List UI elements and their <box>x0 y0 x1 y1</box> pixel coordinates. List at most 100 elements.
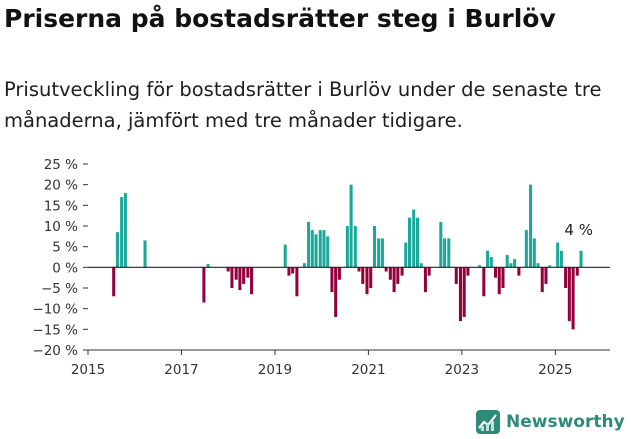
bar <box>447 238 451 268</box>
bar <box>120 197 124 268</box>
bar <box>400 267 404 276</box>
bar <box>283 244 287 268</box>
bar <box>536 263 540 268</box>
bar <box>345 226 349 268</box>
bar <box>443 238 447 268</box>
bar <box>462 267 466 317</box>
y-tick-label: 0 % <box>52 260 78 276</box>
bar <box>404 242 408 268</box>
x-tick-label: 2021 <box>351 362 385 378</box>
brand-name: Newsworthy <box>506 412 625 432</box>
bar <box>427 267 431 276</box>
y-tick-label: −5 % <box>41 281 78 297</box>
bar <box>115 232 119 268</box>
bar <box>377 238 381 268</box>
bar <box>439 221 443 268</box>
bar <box>353 226 357 268</box>
y-tick-label: 10 % <box>44 219 78 235</box>
bar <box>337 267 341 280</box>
newsworthy-logo-icon <box>476 410 500 434</box>
bar <box>287 267 291 276</box>
bar <box>529 184 533 268</box>
bar <box>326 236 330 268</box>
bar <box>143 240 147 268</box>
brand-footer: Newsworthy <box>476 406 625 438</box>
bar <box>412 209 416 268</box>
bar <box>242 267 246 284</box>
bar <box>482 267 486 297</box>
bar <box>334 267 338 317</box>
bar <box>567 267 571 322</box>
bar <box>497 267 501 295</box>
bar <box>310 230 314 268</box>
y-tick-label: −15 % <box>32 322 78 338</box>
bar <box>478 265 482 268</box>
bar <box>123 192 127 268</box>
bar <box>544 267 548 284</box>
bar <box>365 267 369 295</box>
bar <box>206 264 210 268</box>
bar <box>513 259 517 268</box>
bar <box>226 267 230 272</box>
bar <box>419 263 423 268</box>
bar <box>112 267 116 297</box>
bar <box>509 263 513 268</box>
bar <box>392 267 396 293</box>
bar <box>575 267 579 276</box>
bar <box>230 267 234 288</box>
bar <box>532 238 536 268</box>
bar <box>505 254 509 268</box>
bar <box>458 267 462 322</box>
bar <box>517 267 521 276</box>
bar <box>540 267 544 293</box>
bar <box>202 267 206 303</box>
bar <box>246 267 250 278</box>
bar <box>322 230 326 268</box>
y-tick-label: 15 % <box>44 198 78 214</box>
bar <box>501 267 505 288</box>
y-tick-label: −20 % <box>32 343 78 359</box>
bar <box>361 267 365 284</box>
bar <box>314 234 318 268</box>
bar <box>357 267 361 272</box>
bar <box>234 267 238 280</box>
y-tick-label: 5 % <box>52 240 78 256</box>
bar <box>369 267 373 288</box>
bar <box>372 226 376 268</box>
x-tick-label: 2015 <box>71 362 105 378</box>
bar <box>489 257 493 268</box>
bar <box>307 221 311 268</box>
bar <box>415 217 419 268</box>
bar <box>250 267 254 295</box>
bar <box>571 267 575 330</box>
bar <box>349 184 353 268</box>
bar <box>524 230 528 268</box>
bar <box>238 267 242 291</box>
chart-title: Priserna på bostadsrätter steg i Burlöv <box>4 4 556 33</box>
bar <box>302 263 306 268</box>
bar <box>564 267 568 288</box>
bar <box>388 267 392 280</box>
bar <box>380 238 384 268</box>
y-tick-label: 25 % <box>44 157 78 173</box>
bar <box>407 217 412 268</box>
bar <box>556 242 560 268</box>
bar <box>330 267 334 293</box>
bar <box>579 250 583 268</box>
bar <box>548 265 552 268</box>
bar <box>559 250 563 268</box>
bar <box>295 267 299 297</box>
bar <box>384 267 388 272</box>
bar <box>493 267 498 278</box>
chart-subtitle: Prisutveckling för bostadsrätter i Burlö… <box>4 78 602 132</box>
bar <box>396 267 400 284</box>
bar <box>423 267 427 293</box>
x-tick-label: 2017 <box>164 362 198 378</box>
latest-value-label: 4 % <box>564 221 593 239</box>
bar <box>318 230 322 268</box>
bar <box>454 267 458 284</box>
y-tick-label: −10 % <box>32 302 78 318</box>
bar <box>291 267 295 274</box>
x-tick-label: 2025 <box>538 362 572 378</box>
